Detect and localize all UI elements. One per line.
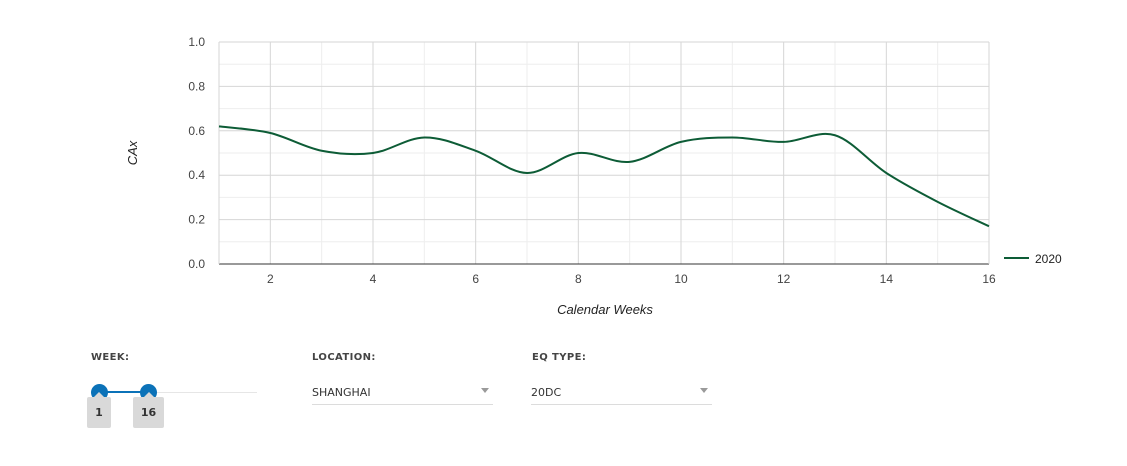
slider-track[interactable] bbox=[99, 392, 257, 393]
x-tick-label: 4 bbox=[370, 272, 377, 286]
y-tick-label: 0.2 bbox=[188, 213, 205, 227]
legend[interactable]: 2020 bbox=[1004, 252, 1062, 266]
location-selected-value: SHANGHAI bbox=[312, 386, 371, 399]
line-chart: 2 4 6 8 10 12 14 16 0.0 0.2 0.4 0.6 0.8 1.0 Calendar… bbox=[125, 35, 1062, 317]
series-line-2020 bbox=[218, 125, 990, 228]
y-axis-title: CAx bbox=[125, 140, 140, 165]
x-axis-title: Calendar Weeks bbox=[557, 302, 653, 317]
eq-type-dropdown[interactable]: 20DC bbox=[531, 378, 712, 405]
y-axis-ticks: 0.0 0.2 0.4 0.6 0.8 1.0 bbox=[188, 35, 205, 271]
chevron-down-icon bbox=[700, 388, 708, 393]
eq-type-label: EQ TYPE: bbox=[532, 352, 587, 363]
location-label: LOCATION: bbox=[312, 352, 376, 363]
x-tick-label: 10 bbox=[674, 272, 688, 286]
x-tick-label: 8 bbox=[575, 272, 582, 286]
chart-series bbox=[218, 125, 990, 228]
x-tick-label: 16 bbox=[982, 272, 996, 286]
week-label: WEEK: bbox=[91, 352, 130, 363]
y-tick-label: 0.8 bbox=[188, 79, 205, 93]
y-tick-label: 0.6 bbox=[188, 124, 205, 138]
slider-min-value: 1 bbox=[87, 392, 111, 428]
location-dropdown[interactable]: SHANGHAI bbox=[312, 378, 493, 405]
y-tick-label: 1.0 bbox=[188, 35, 205, 49]
y-tick-label: 0.0 bbox=[188, 257, 205, 271]
eq-type-selected-value: 20DC bbox=[531, 386, 562, 399]
chart-major-grid bbox=[218, 41, 990, 265]
chevron-down-icon bbox=[481, 388, 489, 393]
x-tick-label: 2 bbox=[267, 272, 274, 286]
x-tick-label: 6 bbox=[472, 272, 479, 286]
slider-selected-range bbox=[99, 391, 149, 393]
x-tick-label: 12 bbox=[777, 272, 791, 286]
y-tick-label: 0.4 bbox=[188, 168, 205, 182]
slider-max-value: 16 bbox=[133, 392, 164, 428]
legend-label-2020: 2020 bbox=[1035, 252, 1062, 266]
x-axis-ticks: 2 4 6 8 10 12 14 16 bbox=[267, 272, 996, 286]
x-tick-label: 14 bbox=[880, 272, 894, 286]
